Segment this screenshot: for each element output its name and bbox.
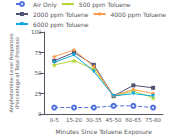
svg-text:6000 ppm Toluene: 6000 ppm Toluene [33,21,89,29]
svg-text:30-35: 30-35 [86,117,102,123]
svg-text:45-50: 45-50 [106,117,122,123]
svg-text:2000 ppm Toluene: 2000 ppm Toluene [33,11,89,19]
svg-text:500 ppm Toluene: 500 ppm Toluene [79,1,131,9]
svg-text:Air Only: Air Only [33,1,57,9]
svg-text:75: 75 [34,50,41,56]
svg-text:4000 ppm Toluene: 4000 ppm Toluene [110,11,166,19]
svg-text:0-5: 0-5 [50,117,59,123]
svg-text:100: 100 [31,29,42,35]
svg-text:0: 0 [38,111,42,117]
svg-text:Minutes Since Toluene Exposure: Minutes Since Toluene Exposure [56,128,153,136]
svg-text:(Percentage of Total Presses): (Percentage of Total Presses) [14,37,21,109]
svg-text:15-20: 15-20 [66,117,82,123]
svg-text:50: 50 [34,70,41,76]
svg-text:Amphetamine-Lever Responses: Amphetamine-Lever Responses [8,33,14,113]
svg-text:60-65: 60-65 [125,117,141,123]
svg-text:75-80: 75-80 [145,117,161,123]
svg-text:25: 25 [34,91,41,97]
